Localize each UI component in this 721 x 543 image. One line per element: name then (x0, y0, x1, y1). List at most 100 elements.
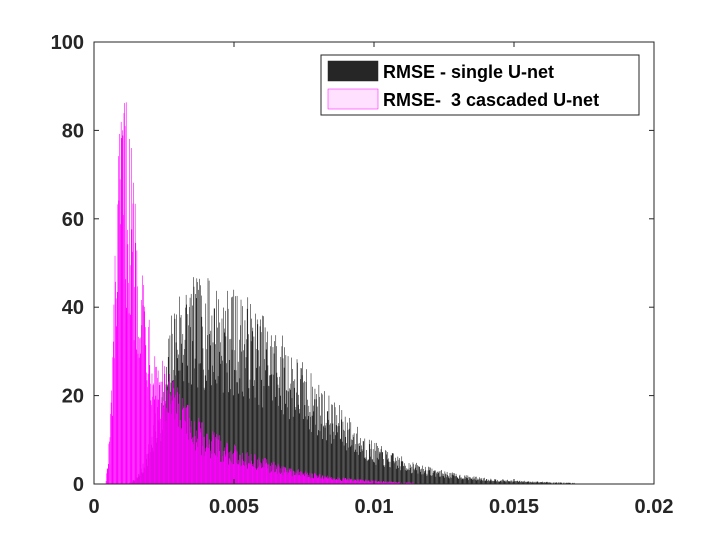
histogram-bar (228, 464, 229, 484)
histogram-bar (328, 419, 329, 484)
histogram-bar (187, 404, 189, 484)
histogram-bar (406, 470, 408, 484)
histogram-bar (162, 406, 164, 484)
histogram-bar (398, 482, 400, 484)
histogram-bar (281, 472, 282, 484)
histogram-bar (387, 482, 389, 484)
histogram-bar (322, 475, 324, 484)
histogram-bar (214, 344, 216, 484)
histogram-bar (221, 461, 223, 484)
histogram-bar (360, 479, 362, 484)
histogram-bar (259, 459, 260, 484)
histogram-bar (195, 294, 196, 484)
histogram-bar (335, 425, 337, 484)
histogram-bar (324, 391, 325, 484)
histogram-bar (125, 279, 126, 484)
histogram-bar (262, 467, 263, 484)
histogram-bar (225, 310, 226, 484)
histogram-bar (471, 478, 473, 484)
histogram-bar (283, 367, 285, 484)
histogram-bar (284, 347, 285, 484)
histogram-bar (321, 393, 322, 484)
y-tick-label: 80 (62, 120, 84, 142)
histogram-bar (395, 482, 397, 484)
histogram-bar (385, 481, 386, 484)
histogram-bar (355, 444, 357, 484)
histogram-bar (197, 387, 199, 484)
histogram-bar (260, 332, 262, 484)
histogram-bar (166, 408, 167, 484)
histogram-bar (522, 481, 524, 484)
histogram-bar (404, 463, 405, 484)
histogram-bar (148, 319, 150, 484)
histogram-bar (138, 336, 139, 484)
histogram-bar (255, 468, 257, 484)
histogram-bar (115, 298, 117, 484)
histogram-bar (181, 398, 183, 484)
histogram-bar (270, 462, 272, 484)
histogram-bar (394, 463, 395, 484)
histogram-bar (259, 465, 261, 484)
histogram-bar (308, 474, 310, 484)
histogram-bar (463, 478, 465, 484)
histogram-bar (265, 349, 267, 484)
histogram-bar (283, 466, 284, 484)
histogram-bar (415, 464, 417, 484)
histogram-bar (348, 447, 349, 484)
histogram-bar (377, 445, 378, 484)
histogram-bar (419, 466, 420, 484)
histogram-bar (404, 482, 406, 484)
histogram-bar (287, 474, 288, 484)
histogram-bar (337, 432, 338, 484)
histogram-bar (287, 472, 289, 484)
histogram-bar (262, 315, 263, 484)
histogram-bar (440, 470, 442, 484)
histogram-bar (359, 446, 361, 484)
histogram-bar (334, 402, 335, 484)
histogram-bar (525, 481, 527, 484)
histogram-bar (488, 480, 490, 484)
histogram-bar (142, 275, 143, 484)
histogram-bar (395, 482, 396, 484)
histogram-bar (313, 477, 315, 484)
histogram-bar (230, 338, 232, 484)
histogram-bar (308, 405, 310, 484)
histogram-bar (196, 442, 198, 484)
histogram-bar (492, 481, 494, 484)
histogram-bar (521, 481, 522, 484)
histogram-bar (182, 334, 184, 484)
histogram-bar (198, 289, 199, 484)
histogram-bar (154, 356, 156, 484)
histogram-bar (506, 480, 508, 484)
histogram-bar (524, 480, 525, 484)
histogram-bar (480, 478, 481, 484)
histogram-bar (110, 414, 111, 484)
histogram-bar (272, 464, 273, 484)
histogram-bar (203, 387, 205, 484)
histogram-bar (567, 482, 569, 484)
histogram-bar (190, 439, 192, 484)
histogram-bar (127, 244, 129, 484)
histogram-bar (302, 474, 303, 484)
histogram-bar (265, 370, 266, 484)
histogram-bar (290, 383, 292, 484)
histogram-bar (133, 340, 135, 484)
histogram-bar (405, 465, 406, 484)
histogram-bar (348, 428, 350, 484)
histogram-bar (461, 479, 463, 484)
histogram-bar (520, 482, 521, 484)
histogram-bar (454, 473, 455, 484)
histogram-bar (297, 470, 298, 484)
histogram-bar (164, 366, 165, 484)
histogram-bar (426, 473, 428, 484)
histogram-bar (334, 479, 336, 484)
axis-ticks: 0 0.005 0.01 0.015 0.02 0 20 40 60 80 100 (51, 32, 674, 518)
histogram-bar (451, 474, 453, 484)
histogram-bar (371, 459, 373, 484)
histogram-bar (346, 480, 348, 484)
histogram-bar (383, 481, 385, 484)
histogram-bar (394, 482, 395, 484)
histogram-bar (146, 372, 147, 484)
histogram-bar (485, 480, 487, 484)
histogram-bar (444, 471, 446, 484)
